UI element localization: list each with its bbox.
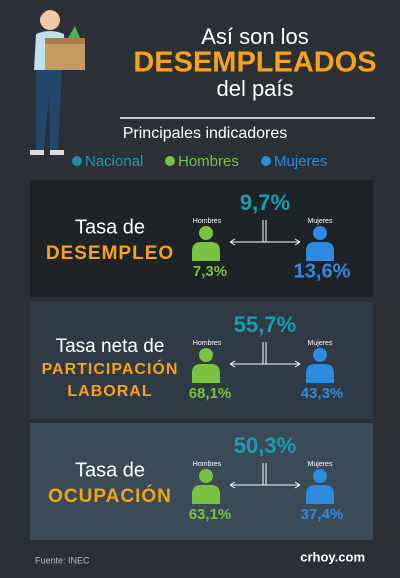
arrow	[229, 238, 301, 246]
women-label: Mujeres	[308, 461, 333, 468]
title-line: del país	[216, 76, 293, 101]
title-line: DESEMPLEADOS	[133, 47, 376, 79]
person-icon-head	[313, 469, 327, 483]
men-value: 7,3%	[193, 263, 227, 280]
person-icon-body	[192, 242, 220, 261]
person-icon-body	[306, 485, 334, 504]
indicator-label: Tasa de	[75, 216, 145, 238]
bracket	[262, 463, 267, 485]
bracket	[262, 220, 267, 242]
person-icon-body	[306, 242, 334, 261]
person-icon-body	[306, 364, 334, 383]
national-value: 9,7%	[240, 190, 290, 215]
men-value: 63,1%	[189, 506, 232, 523]
person-icon-body	[192, 485, 220, 504]
men-label: Hombres	[193, 218, 222, 225]
men-label: Hombres	[193, 461, 222, 468]
illustration	[30, 9, 85, 155]
indicator-label: Tasa neta de	[56, 336, 165, 357]
legend-dot	[261, 156, 271, 166]
title-line: Así son los	[201, 24, 309, 49]
women-value: 43,3%	[301, 385, 344, 402]
legend-dot	[72, 156, 82, 166]
indicator-label: OCUPACIÓN	[48, 485, 172, 507]
indicator-label: PARTICIPACIÓN	[42, 359, 179, 378]
person-icon-head	[313, 348, 327, 362]
source: Fuente: INEC	[35, 555, 90, 565]
indicator-label: Tasa de	[75, 459, 145, 481]
legend-label: Mujeres	[274, 153, 327, 170]
women-value: 13,6%	[294, 260, 351, 282]
arrow	[229, 481, 301, 489]
arrow	[229, 360, 301, 368]
legend-label: Nacional	[85, 153, 143, 170]
women-value: 37,4%	[301, 506, 344, 523]
national-value: 50,3%	[234, 433, 296, 458]
indicator-label: LABORAL	[67, 383, 152, 400]
indicator-panel: Tasa de OCUPACIÓN 50,3% Hombres 63,1% Mujeres…	[30, 423, 373, 540]
brand: crhoy.com	[300, 549, 365, 564]
legend-label: Hombres	[178, 153, 239, 170]
indicator-panel: Tasa neta de PARTICIPACIÓN LABORAL 55,7% Hom…	[30, 302, 373, 419]
men-value: 68,1%	[189, 385, 232, 402]
indicator-label: DESEMPLEO	[46, 243, 174, 264]
person-icon-head	[199, 348, 213, 362]
subtitle: Principales indicadores	[123, 125, 288, 142]
women-label: Mujeres	[308, 340, 333, 347]
women-label: Mujeres	[308, 218, 333, 225]
indicator-panel: Tasa de DESEMPLEO 9,7% Hombres 7,3% Mujeres 13…	[30, 180, 373, 297]
person-icon-head	[199, 226, 213, 240]
legend-dot	[165, 156, 175, 166]
person-icon-body	[192, 364, 220, 383]
national-value: 55,7%	[234, 312, 296, 337]
men-label: Hombres	[193, 340, 222, 347]
person-icon-head	[313, 226, 327, 240]
bracket	[262, 342, 267, 364]
person-icon-head	[199, 469, 213, 483]
